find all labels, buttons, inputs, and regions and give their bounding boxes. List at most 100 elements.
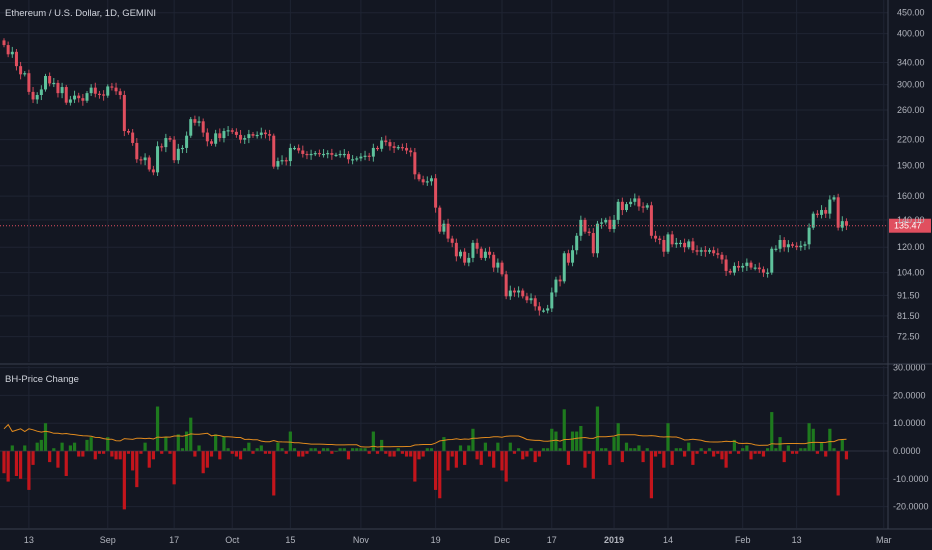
histogram-bar[interactable] bbox=[550, 428, 554, 451]
histogram-bar[interactable] bbox=[612, 437, 616, 451]
candle[interactable] bbox=[52, 82, 56, 85]
histogram-bar[interactable] bbox=[135, 451, 139, 488]
candle[interactable] bbox=[649, 205, 653, 236]
candle[interactable] bbox=[259, 132, 263, 135]
candle[interactable] bbox=[699, 250, 703, 252]
histogram-bar[interactable] bbox=[508, 442, 512, 451]
candle[interactable] bbox=[566, 253, 570, 263]
histogram-bar[interactable] bbox=[193, 451, 197, 457]
candle[interactable] bbox=[840, 221, 844, 228]
candle[interactable] bbox=[703, 250, 707, 252]
histogram-bar[interactable] bbox=[375, 451, 380, 454]
candle[interactable] bbox=[786, 244, 790, 248]
candle[interactable] bbox=[371, 147, 375, 157]
histogram-bar[interactable] bbox=[6, 451, 10, 482]
histogram-bar[interactable] bbox=[761, 451, 766, 457]
histogram-bar[interactable] bbox=[247, 442, 251, 451]
candle[interactable] bbox=[678, 242, 682, 245]
candle[interactable] bbox=[421, 179, 425, 183]
candle[interactable] bbox=[641, 206, 645, 208]
histogram-bar[interactable] bbox=[131, 451, 135, 471]
histogram-bar[interactable] bbox=[458, 445, 463, 451]
candle[interactable] bbox=[56, 82, 60, 94]
histogram-bar[interactable] bbox=[844, 451, 849, 460]
histogram-bar[interactable] bbox=[442, 437, 446, 451]
candle[interactable] bbox=[205, 132, 209, 142]
candle[interactable] bbox=[297, 147, 301, 151]
candle[interactable] bbox=[139, 159, 143, 161]
histogram-bar[interactable] bbox=[720, 451, 724, 460]
candle[interactable] bbox=[778, 239, 782, 249]
candle[interactable] bbox=[732, 265, 736, 273]
candle[interactable] bbox=[824, 210, 828, 214]
histogram-bar[interactable] bbox=[674, 448, 678, 451]
candle[interactable] bbox=[44, 75, 47, 90]
candle[interactable] bbox=[600, 222, 604, 224]
histogram-bar[interactable] bbox=[736, 451, 741, 454]
histogram-bar[interactable] bbox=[728, 451, 732, 454]
candle[interactable] bbox=[313, 153, 317, 155]
candle[interactable] bbox=[807, 227, 811, 245]
histogram-bar[interactable] bbox=[467, 445, 471, 451]
histogram-bar[interactable] bbox=[355, 448, 359, 451]
histogram-bar[interactable] bbox=[463, 451, 467, 465]
histogram-bar[interactable] bbox=[687, 442, 691, 451]
candle[interactable] bbox=[122, 95, 126, 132]
histogram-bar[interactable] bbox=[521, 451, 525, 460]
histogram-bar[interactable] bbox=[554, 431, 558, 451]
histogram-bar[interactable] bbox=[753, 451, 757, 454]
histogram-bar[interactable] bbox=[757, 451, 761, 454]
histogram-bar[interactable] bbox=[517, 448, 521, 451]
histogram-bar[interactable] bbox=[703, 451, 707, 454]
candle[interactable] bbox=[434, 178, 438, 208]
histogram-bar[interactable] bbox=[483, 442, 487, 451]
histogram-bar[interactable] bbox=[724, 451, 728, 468]
histogram-bar[interactable] bbox=[272, 451, 276, 496]
candle[interactable] bbox=[770, 248, 774, 273]
candle[interactable] bbox=[409, 150, 413, 153]
histogram-bar[interactable] bbox=[180, 448, 185, 451]
candle[interactable] bbox=[450, 238, 454, 243]
histogram-bar[interactable] bbox=[19, 451, 23, 479]
candle[interactable] bbox=[761, 269, 765, 273]
candle[interactable] bbox=[791, 244, 794, 246]
candle[interactable] bbox=[662, 239, 666, 252]
histogram-bar[interactable] bbox=[313, 448, 317, 451]
histogram-bar[interactable] bbox=[176, 434, 180, 451]
candle[interactable] bbox=[542, 310, 545, 312]
histogram-bar[interactable] bbox=[230, 451, 234, 454]
candle[interactable] bbox=[417, 174, 421, 180]
candle[interactable] bbox=[504, 274, 508, 297]
histogram-bar[interactable] bbox=[641, 451, 645, 463]
histogram-bar[interactable] bbox=[504, 451, 508, 482]
histogram-bar[interactable] bbox=[637, 445, 641, 451]
histogram-bar[interactable] bbox=[81, 451, 85, 457]
candle[interactable] bbox=[106, 86, 110, 96]
histogram-bar[interactable] bbox=[251, 451, 255, 454]
histogram-bar[interactable] bbox=[799, 448, 803, 451]
candle[interactable] bbox=[338, 153, 342, 156]
candle[interactable] bbox=[243, 138, 247, 140]
histogram-bar[interactable] bbox=[786, 445, 790, 451]
candle[interactable] bbox=[587, 231, 591, 234]
candle[interactable] bbox=[795, 245, 799, 248]
candle[interactable] bbox=[670, 234, 674, 245]
candle[interactable] bbox=[616, 201, 620, 220]
candle[interactable] bbox=[575, 235, 579, 251]
candle[interactable] bbox=[110, 86, 114, 88]
histogram-bar[interactable] bbox=[766, 448, 770, 451]
candle[interactable] bbox=[380, 140, 384, 149]
candle[interactable] bbox=[342, 153, 346, 156]
candle[interactable] bbox=[687, 241, 691, 248]
histogram-bar[interactable] bbox=[624, 442, 629, 451]
histogram-bar[interactable] bbox=[529, 448, 533, 451]
histogram-bar[interactable] bbox=[14, 451, 19, 477]
histogram-bar[interactable] bbox=[629, 448, 633, 451]
histogram-bar[interactable] bbox=[388, 451, 392, 457]
candle[interactable] bbox=[571, 250, 575, 263]
histogram-bar[interactable] bbox=[367, 451, 371, 454]
histogram-bar[interactable] bbox=[52, 448, 56, 451]
candle[interactable] bbox=[546, 308, 550, 311]
candle[interactable] bbox=[19, 66, 23, 75]
